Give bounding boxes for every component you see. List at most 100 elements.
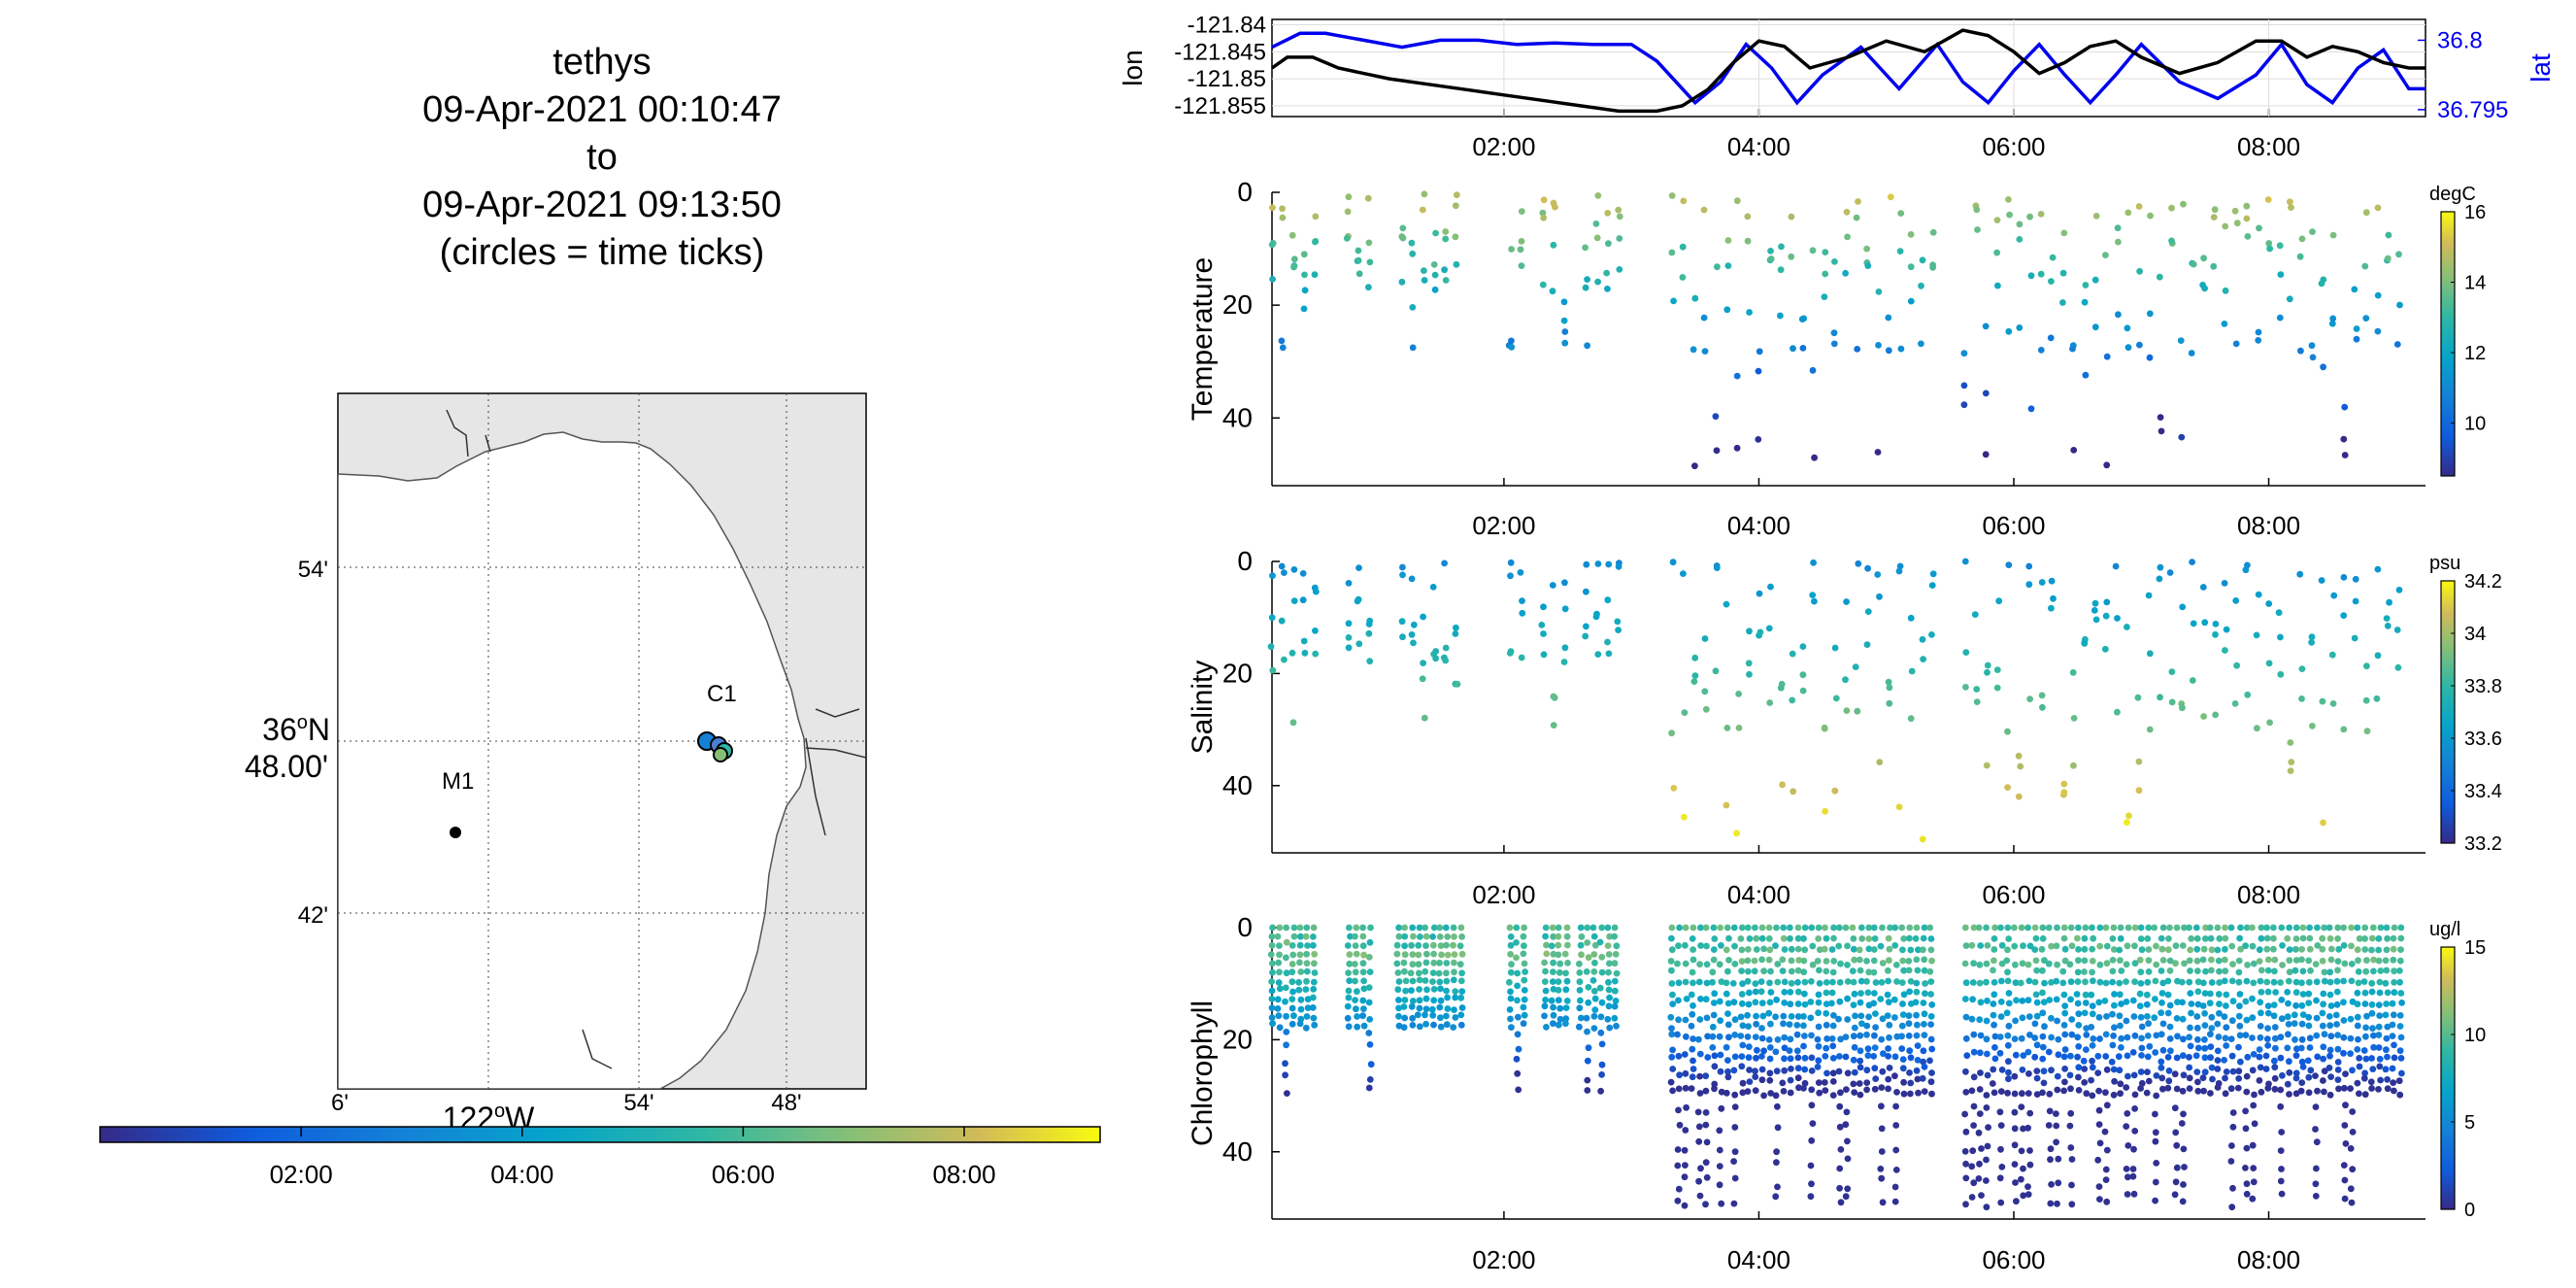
scatter-point	[1914, 966, 1922, 974]
scatter-point	[1518, 654, 1525, 661]
scatter-point	[2313, 1165, 2320, 1172]
scatter-point	[1864, 262, 1872, 269]
scatter-point	[2173, 1164, 2181, 1171]
scatter-point	[1913, 979, 1921, 987]
scatter-point	[1850, 945, 1857, 953]
scatter-point	[2257, 1064, 2264, 1071]
scatter-point	[2206, 1000, 2214, 1007]
scatter-point	[1787, 1000, 1794, 1008]
scatter-point	[2214, 1020, 2222, 1028]
scatter-point	[1809, 1120, 1817, 1127]
scatter-point	[2045, 924, 2053, 932]
scatter-point	[1456, 942, 1464, 950]
scatter-point	[1615, 627, 1622, 633]
scatter-point	[1359, 960, 1367, 967]
scatter-point	[1837, 1089, 1844, 1097]
scatter-point	[2320, 1043, 2327, 1051]
scatter-point	[2329, 700, 2337, 707]
scatter-point	[2258, 934, 2265, 942]
scatter-point	[1857, 1047, 1864, 1055]
scatter-point	[2397, 1034, 2405, 1041]
scatter-point	[1590, 932, 1598, 940]
scatter-point	[1508, 1024, 1515, 1031]
series-lon-line	[1270, 28, 2425, 114]
scatter-point	[1829, 1022, 1837, 1030]
scatter-point	[2166, 569, 2174, 576]
scatter-point	[1304, 996, 1312, 1003]
scatter-point	[2393, 341, 2401, 348]
scatter-point	[1506, 1006, 1514, 1013]
scatter-point	[2039, 703, 2046, 711]
scatter-point	[2384, 1023, 2392, 1031]
scatter-point	[2037, 347, 2045, 354]
scatter-point	[1723, 1043, 1730, 1051]
scatter-point	[2124, 624, 2130, 630]
scatter-point	[2070, 447, 2078, 454]
scatter-point	[2091, 607, 2098, 614]
scatter-point	[2202, 967, 2209, 975]
scatter-point	[1310, 994, 1317, 1001]
scatter-point	[2271, 1057, 2278, 1065]
scatter-point	[1815, 1057, 1823, 1065]
scatter-point	[1823, 1035, 1830, 1042]
scatter-point	[1779, 781, 1786, 789]
scatter-point	[1891, 1072, 1898, 1080]
scatter-point	[2074, 934, 2081, 942]
scatter-point	[1288, 978, 1296, 986]
scatter-point	[2041, 979, 2048, 987]
scatter-point	[2348, 961, 2356, 967]
colorbar	[2440, 946, 2456, 1210]
scatter-point	[1562, 1015, 1570, 1023]
x-tick-label: 04:00	[1727, 1245, 1790, 1274]
scatter-point	[2286, 1068, 2293, 1076]
scatter-point	[1730, 1200, 1738, 1207]
scatter-point	[2005, 1022, 2013, 1030]
scatter-point	[1518, 238, 1525, 245]
scatter-point	[1452, 202, 1459, 210]
scatter-point	[2221, 580, 2228, 587]
scatter-point	[1550, 693, 1557, 700]
scatter-point	[1401, 951, 1409, 959]
scatter-point	[2362, 1024, 2370, 1032]
scatter-point	[1823, 958, 1830, 965]
scatter-point	[1920, 1058, 1926, 1066]
scatter-point	[1408, 1002, 1416, 1010]
scatter-point	[2074, 978, 2082, 985]
scatter-point	[2138, 1052, 2145, 1059]
scatter-point	[2309, 228, 2316, 236]
scatter-point	[2017, 763, 2024, 770]
scatter-point	[1457, 1011, 1465, 1019]
scatter-point	[1289, 719, 1297, 727]
scatter-point	[2278, 1190, 2286, 1198]
scatter-point	[1675, 1052, 1683, 1060]
scatter-point	[2288, 204, 2294, 212]
scatter-point	[1668, 980, 1676, 987]
scatter-point	[1312, 627, 1319, 634]
scatter-point	[1577, 924, 1585, 932]
scatter-point	[1594, 278, 1601, 286]
scatter-point	[2039, 1033, 2047, 1040]
scatter-point	[1914, 1021, 1921, 1029]
scatter-point	[2394, 663, 2402, 671]
scatter-point	[2194, 978, 2202, 986]
scatter-point	[1430, 959, 1438, 966]
scatter-point	[1976, 1110, 1984, 1117]
scatter-point	[1408, 575, 1416, 583]
scatter-point	[1856, 956, 1863, 964]
scatter-point	[2305, 957, 2313, 965]
scatter-point	[1289, 988, 1296, 996]
scatter-point	[1772, 1013, 1779, 1021]
scatter-point	[1844, 1016, 1852, 1023]
scatter-point	[2370, 1043, 2378, 1051]
scatter-point	[2342, 1140, 2350, 1147]
scatter-point	[1807, 999, 1815, 1005]
scatter-point	[1702, 1087, 1710, 1095]
scatter-point	[1674, 1162, 1682, 1169]
scatter-point	[2349, 1067, 2356, 1074]
scatter-point	[1787, 1035, 1794, 1043]
scatter-point	[1290, 255, 1298, 263]
scatter-point	[2369, 1025, 2376, 1033]
title-line: (circles = time ticks)	[439, 232, 765, 273]
scatter-point	[1962, 942, 1970, 949]
scatter-point	[1290, 924, 1298, 932]
